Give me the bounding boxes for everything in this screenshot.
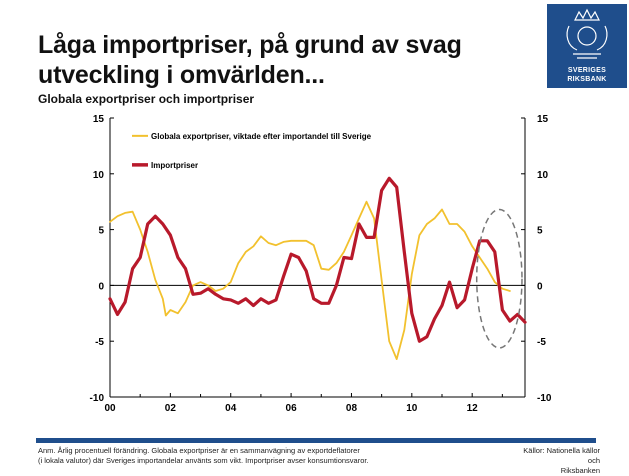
x-tick-label: 10	[406, 403, 418, 414]
y-tick-label-left: 10	[93, 170, 105, 181]
y-tick-label-right: -10	[537, 393, 552, 404]
title-line-1: Låga importpriser, på grund av svag	[38, 31, 462, 59]
crown-emblem-icon	[566, 8, 608, 59]
y-tick-label-left: 0	[98, 281, 104, 292]
series-line-export-prices	[109, 200, 511, 360]
y-tick-label-right: 5	[537, 226, 543, 237]
y-tick-label-left: 5	[98, 226, 104, 237]
logo-text-2: RIKSBANK	[567, 76, 607, 83]
source-note: Källor: Nationella källor och Riksbanken	[520, 446, 600, 476]
x-tick-label: 06	[286, 403, 298, 414]
title-line-2: utveckling i omvärlden...	[38, 61, 325, 89]
source-line-2: Riksbanken	[560, 466, 600, 475]
source-line-1: Källor: Nationella källor och	[523, 446, 600, 465]
chart-subtitle: Globala exportpriser och importpriser	[38, 92, 255, 106]
footnote-line-1: Anm. Årlig procentuell förändring. Globa…	[38, 446, 360, 455]
x-tick-label: 00	[104, 403, 116, 414]
riksbank-logo: SVERIGES RIKSBANK	[547, 4, 627, 88]
y-tick-label-left: 15	[93, 114, 105, 125]
y-tick-label-left: -5	[95, 337, 104, 348]
logo-text-1: SVERIGES	[567, 67, 607, 74]
footnote: Anm. Årlig procentuell förändring. Globa…	[38, 446, 458, 466]
x-tick-label: 04	[225, 403, 237, 414]
footnote-line-2: (i lokala valutor) där Sveriges importan…	[38, 456, 369, 465]
x-tick-label: 08	[346, 403, 358, 414]
y-tick-label-right: 15	[537, 114, 549, 125]
y-tick-label-right: -5	[537, 337, 546, 348]
legend-label: Globala exportpriser, viktade efter impo…	[151, 132, 372, 141]
x-tick-label: 12	[467, 403, 479, 414]
page-title: Låga importpriser, på grund av svag utve…	[38, 30, 558, 90]
highlight-ellipse	[475, 208, 523, 349]
legend-label: Importpriser	[151, 161, 198, 170]
x-tick-label: 02	[165, 403, 177, 414]
y-tick-label-right: 10	[537, 170, 549, 181]
y-tick-label-left: -10	[90, 393, 105, 404]
y-tick-label-right: 0	[537, 281, 543, 292]
series-line-import-prices	[108, 176, 527, 343]
footer-bar	[36, 438, 596, 443]
